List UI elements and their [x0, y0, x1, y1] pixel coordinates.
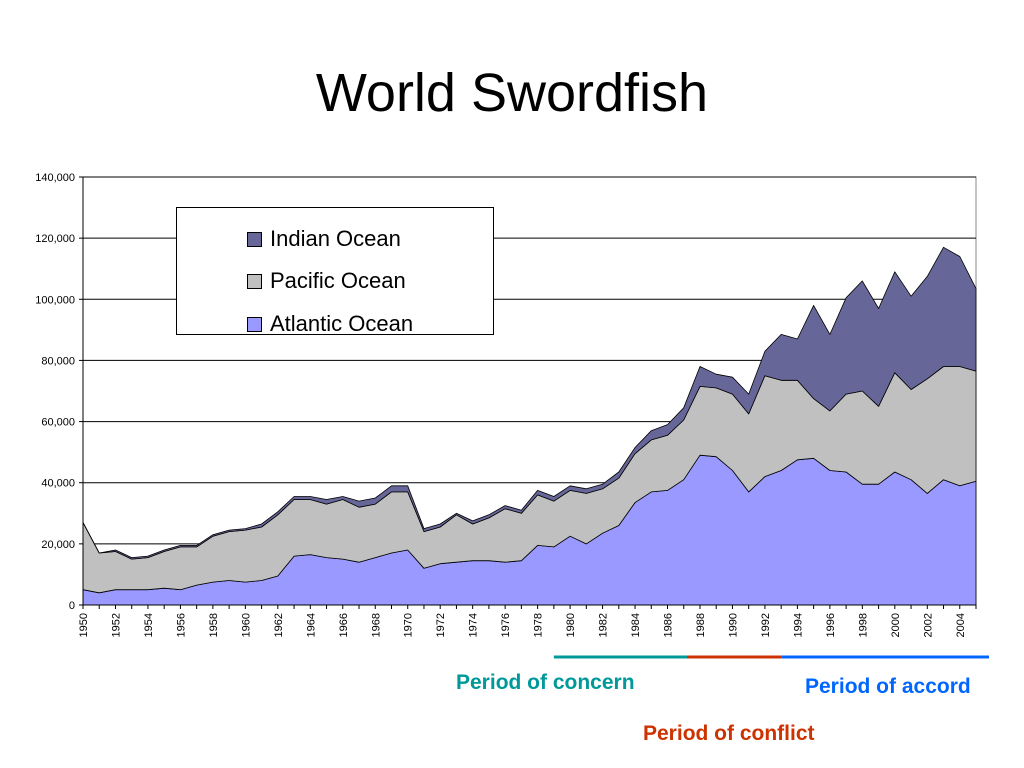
- x-tick-label: 1970: [403, 613, 415, 637]
- x-tick-label: 1956: [175, 613, 187, 637]
- y-tick-label: 40,000: [41, 478, 75, 490]
- x-tick-label: 1982: [598, 613, 610, 637]
- x-tick-label: 1988: [695, 613, 707, 637]
- x-tick-label: 1984: [630, 613, 642, 637]
- x-tick-label: 1958: [208, 613, 220, 637]
- legend-swatch-pacific: [247, 273, 262, 289]
- slide-title: World Swordfish: [315, 63, 709, 123]
- legend-label-indian: Indian Ocean: [270, 226, 401, 251]
- x-tick-label: 1976: [500, 613, 512, 637]
- x-tick-label: 1964: [305, 613, 317, 637]
- x-tick-label: 2000: [890, 613, 902, 637]
- x-tick-label: 1972: [435, 613, 447, 637]
- x-tick-label: 1962: [273, 613, 285, 637]
- x-tick-label: 1960: [240, 613, 252, 637]
- y-tick-label: 120,000: [35, 233, 75, 245]
- x-tick-label: 1966: [338, 613, 350, 637]
- y-tick-label: 60,000: [41, 417, 75, 429]
- legend-item-indian: Indian Ocean: [247, 224, 401, 254]
- x-tick-label: 1990: [727, 613, 739, 637]
- x-tick-label: 1994: [792, 613, 804, 637]
- area-indian-ocean: [82, 246, 977, 560]
- x-tick-label: 1998: [857, 613, 869, 637]
- legend-label-atlantic: Atlantic Ocean: [270, 311, 414, 336]
- x-tick-label: 2002: [922, 613, 934, 637]
- axes: 0 20,000 40,000 60,000 80,000 100,000 120,000 1…: [35, 172, 977, 637]
- y-tick-label: 100,000: [35, 294, 75, 306]
- y-tick-label: 80,000: [41, 355, 75, 367]
- x-tick-label: 1950: [78, 613, 90, 637]
- x-tick-label: 1996: [825, 613, 837, 637]
- x-tick-label: 1992: [760, 613, 772, 637]
- chart-legend: Indian Ocean Pacific Ocean Atlantic Ocea…: [176, 207, 494, 336]
- legend-swatch-indian: [247, 231, 262, 247]
- y-tick-label: 0: [69, 600, 75, 612]
- legend-item-atlantic: Atlantic Ocean: [247, 309, 413, 339]
- x-tick-label: 2004: [955, 613, 967, 637]
- x-tick-label: 1978: [533, 613, 545, 637]
- y-tick-label: 140,000: [35, 172, 75, 184]
- x-tick-label: 1968: [370, 613, 382, 637]
- x-tick-label: 1954: [143, 613, 155, 637]
- period-conflict-label: Period of conflict: [643, 722, 815, 745]
- x-tick-label: 1952: [110, 613, 122, 637]
- legend-swatch-atlantic: [247, 316, 262, 332]
- legend-label-pacific: Pacific Ocean: [270, 268, 406, 293]
- x-tick-label: 1974: [468, 613, 480, 637]
- x-tick-label: 1980: [565, 613, 577, 637]
- period-accord-label: Period of accord: [805, 675, 971, 698]
- period-concern-label: Period of concern: [456, 671, 635, 694]
- legend-item-pacific: Pacific Ocean: [247, 266, 406, 296]
- y-tick-label: 20,000: [41, 539, 75, 551]
- x-tick-label: 1986: [663, 613, 675, 637]
